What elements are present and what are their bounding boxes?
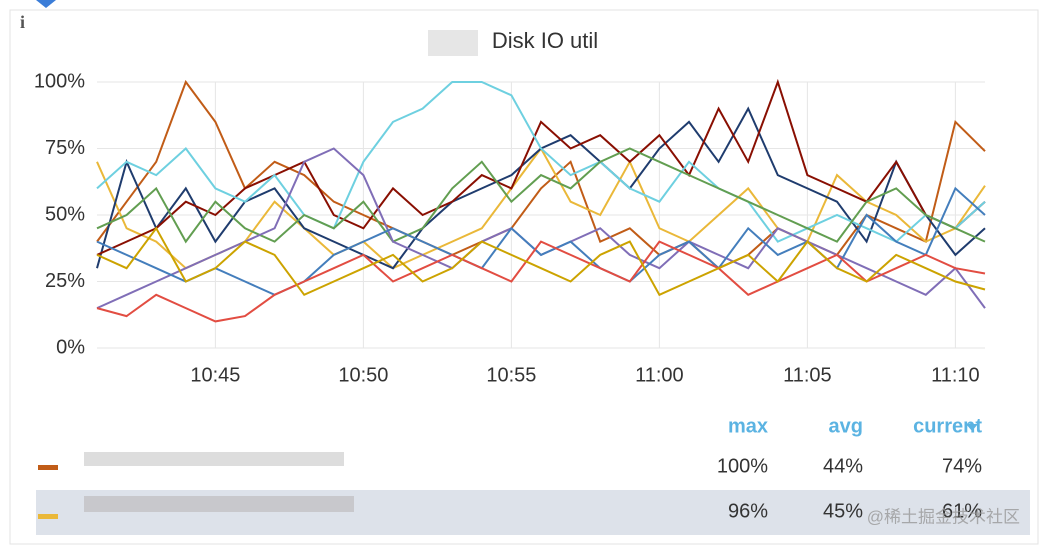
redacted	[84, 496, 354, 512]
redacted	[428, 30, 478, 56]
info-icon[interactable]: i	[20, 12, 25, 32]
legend-swatch	[38, 465, 58, 470]
legend-value: 44%	[823, 455, 863, 477]
y-tick-label: 75%	[45, 137, 85, 159]
redacted	[84, 452, 344, 466]
sort-caret[interactable]	[966, 424, 978, 431]
series-line	[96, 240, 986, 323]
series-line	[96, 78, 986, 256]
y-tick-label: 25%	[45, 270, 85, 292]
legend-value: 61%	[942, 500, 982, 522]
y-tick-label: 100%	[34, 70, 85, 92]
series-line	[96, 147, 986, 244]
legend-header[interactable]: avg	[829, 415, 863, 437]
x-tick-label: 11:10	[931, 364, 980, 386]
x-tick-label: 10:50	[338, 364, 388, 386]
legend-header[interactable]: current	[913, 415, 982, 437]
x-tick-label: 11:05	[783, 364, 832, 386]
legend-value: 45%	[823, 500, 863, 522]
legend-value: 74%	[942, 455, 982, 477]
x-tick-label: 10:55	[486, 364, 536, 386]
corner-marker	[36, 0, 56, 8]
legend-value: 96%	[728, 500, 768, 522]
legend-value: 100%	[717, 455, 768, 477]
watermark: @稀土掘金技术社区	[867, 507, 1020, 526]
legend-header[interactable]: max	[728, 415, 768, 437]
series-line	[96, 81, 986, 243]
x-tick-label: 10:45	[190, 364, 240, 386]
legend-swatch	[38, 514, 58, 519]
x-tick-label: 11:00	[635, 364, 684, 386]
y-tick-label: 0%	[56, 336, 85, 358]
y-tick-label: 50%	[45, 203, 85, 225]
chart-title: Disk IO util	[492, 28, 598, 53]
series-line	[96, 226, 986, 297]
